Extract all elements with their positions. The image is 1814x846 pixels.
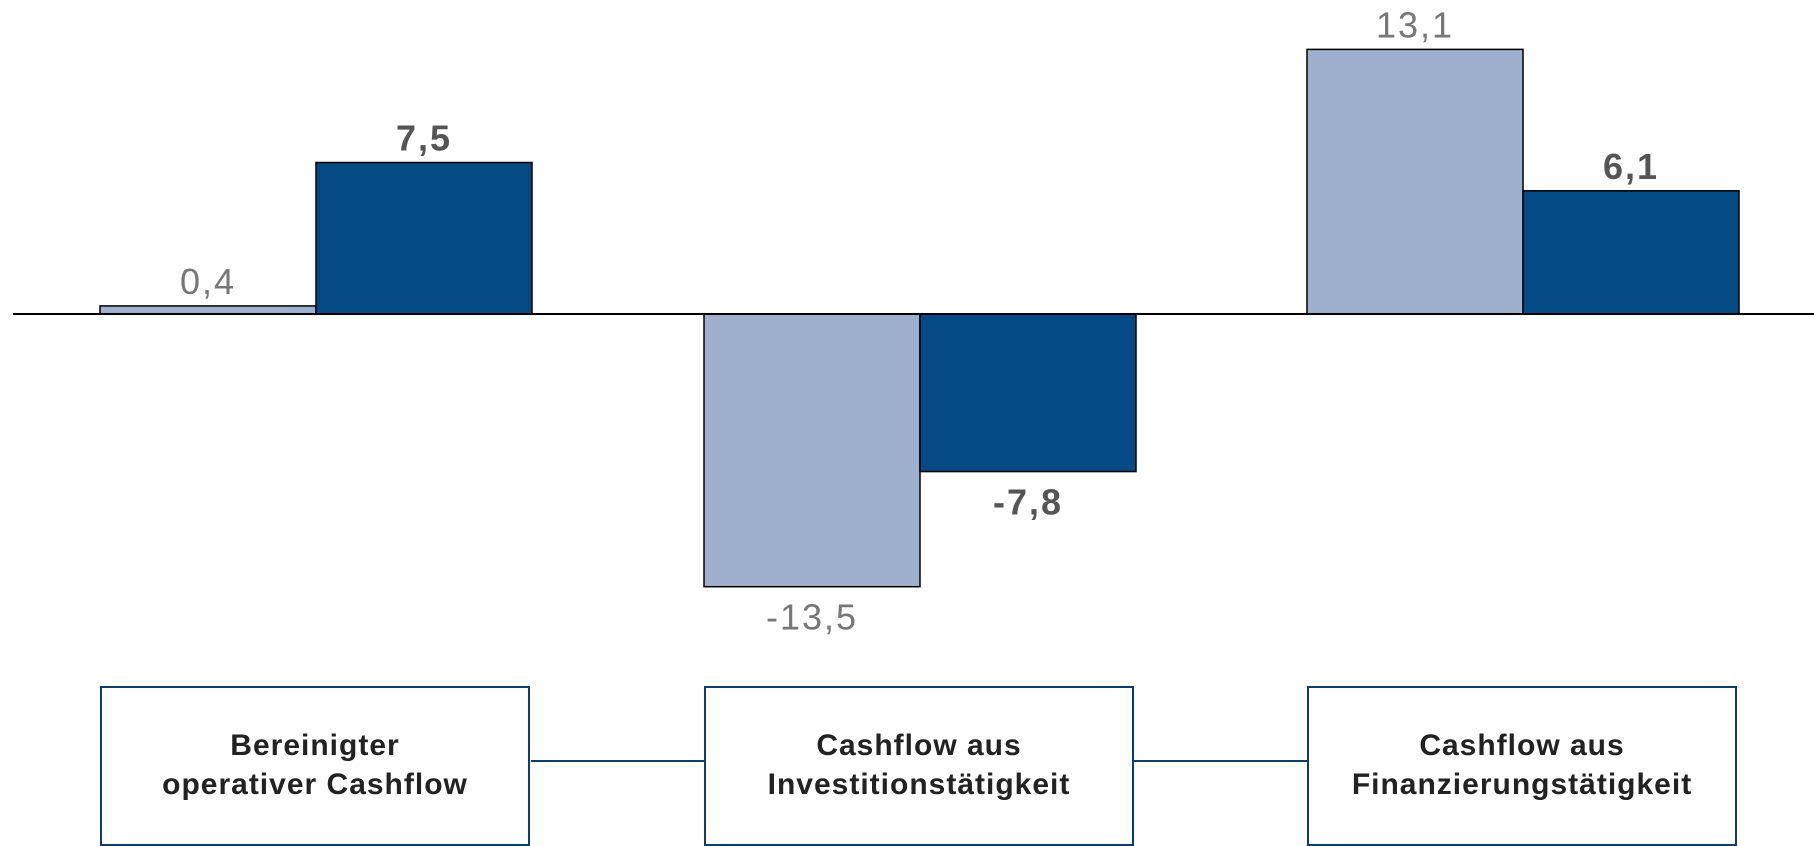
category-label: Cashflow aus Investitionstätigkeit	[767, 729, 1071, 801]
bar-s0-c0	[99, 305, 317, 315]
category-label: Cashflow aus Finanzierungstätigkeit	[1351, 729, 1693, 801]
data-label-s1-c0: 7,5	[396, 118, 452, 159]
data-label-s1-c1: -7,8	[993, 482, 1063, 523]
category-connector-line	[531, 760, 704, 762]
value-labels-group: 0,4 -13,5 13,1 7,5 -7,8 6,1	[180, 4, 1659, 638]
bar-s0-c2	[1306, 48, 1524, 315]
data-label-s0-c2: 13,1	[1376, 4, 1454, 45]
category-connector-line	[1134, 760, 1307, 762]
category-box-operating: Bereinigter operativer Cashflow	[100, 686, 530, 846]
category-label: Bereinigter operativer Cashflow	[162, 729, 468, 801]
data-label-s0-c0: 0,4	[180, 261, 236, 302]
bar-s0-c1	[703, 313, 921, 588]
bar-chart: 0,4 -13,5 13,1 7,5 -7,8 6,1	[13, 4, 1814, 638]
bar-s1-c2	[1522, 190, 1740, 315]
data-label-s0-c1: -13,5	[766, 597, 858, 638]
data-label-s1-c2: 6,1	[1603, 146, 1659, 187]
category-box-financing: Cashflow aus Finanzierungstätigkeit	[1307, 686, 1737, 846]
bar-s1-c1	[919, 313, 1137, 473]
category-box-investing: Cashflow aus Investitionstätigkeit	[704, 686, 1134, 846]
bar-s1-c0	[315, 161, 533, 315]
bars-group	[99, 48, 1740, 588]
